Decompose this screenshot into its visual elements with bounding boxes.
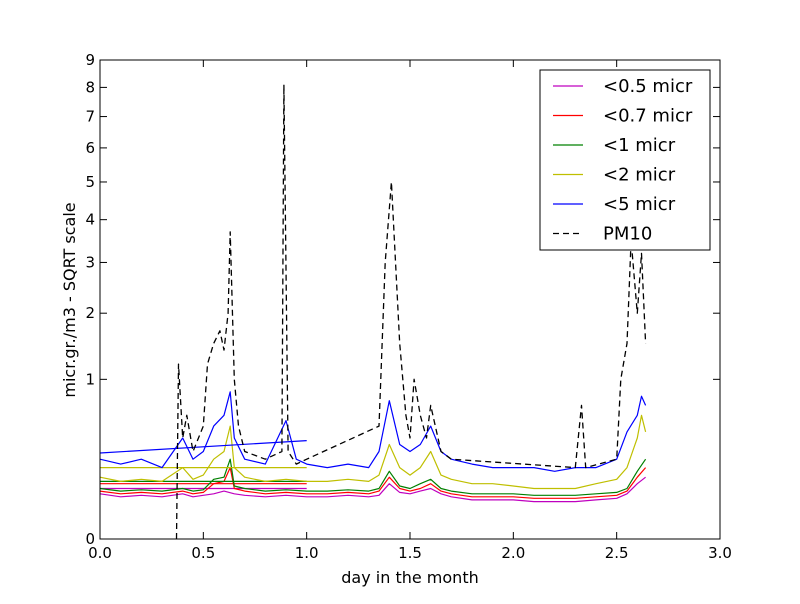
x-tick-label: 2.5 — [605, 544, 629, 562]
y-tick-label: 1 — [85, 370, 95, 388]
series-line-2-micr — [99, 414, 647, 490]
legend-label-0-7-micr: <0.7 micr — [603, 106, 693, 127]
legend-label-0-5-micr: <0.5 micr — [603, 76, 693, 97]
series-line-0-7-micr — [99, 467, 647, 499]
legend-label-pm10: PM10 — [603, 224, 652, 245]
y-tick-label: 5 — [85, 173, 95, 191]
y-tick-label: 8 — [85, 78, 95, 96]
x-tick-label: 0.0 — [88, 544, 112, 562]
x-tick-label: 1.5 — [398, 544, 422, 562]
y-tick-label: 2 — [85, 304, 95, 322]
legend-label-1-micr: <1 micr — [603, 135, 676, 156]
y-tick-label: 6 — [85, 139, 95, 157]
series-overlay-line-5-micr — [99, 440, 307, 454]
series-line-5-micr — [99, 391, 647, 472]
x-tick-label: 2.0 — [501, 544, 525, 562]
x-tick-label: 3.0 — [708, 544, 732, 562]
series-line-1-micr — [99, 458, 647, 496]
legend: <0.5 micr <0.7 micr <1 micr <2 micr <5 micr P… — [539, 69, 711, 251]
y-tick-label: 4 — [85, 211, 95, 229]
y-tick-label: 3 — [85, 253, 95, 271]
series-layer — [99, 83, 647, 540]
legend-label-5-micr: <5 micr — [603, 194, 676, 215]
legend-label-2-micr: <2 micr — [603, 165, 676, 186]
y-tick-label: 9 — [85, 51, 95, 69]
x-axis-label: day in the month — [341, 568, 478, 587]
series-line-0-5-micr — [99, 476, 646, 503]
y-axis-label: micr.gr./m3 - SQRT scale — [60, 202, 79, 397]
x-tick-label: 1.0 — [295, 544, 319, 562]
y-tick-label: 0 — [85, 530, 95, 548]
y-axis: 0 1 2 3 4 5 6 7 8 9 — [85, 51, 720, 548]
y-tick-label: 7 — [85, 108, 95, 126]
x-axis: 0.0 0.5 1.0 1.5 2.0 2.5 3.0 — [88, 60, 732, 562]
series-line-pm10 — [175, 83, 647, 540]
legend-box — [539, 69, 711, 251]
x-tick-label: 0.5 — [191, 544, 215, 562]
